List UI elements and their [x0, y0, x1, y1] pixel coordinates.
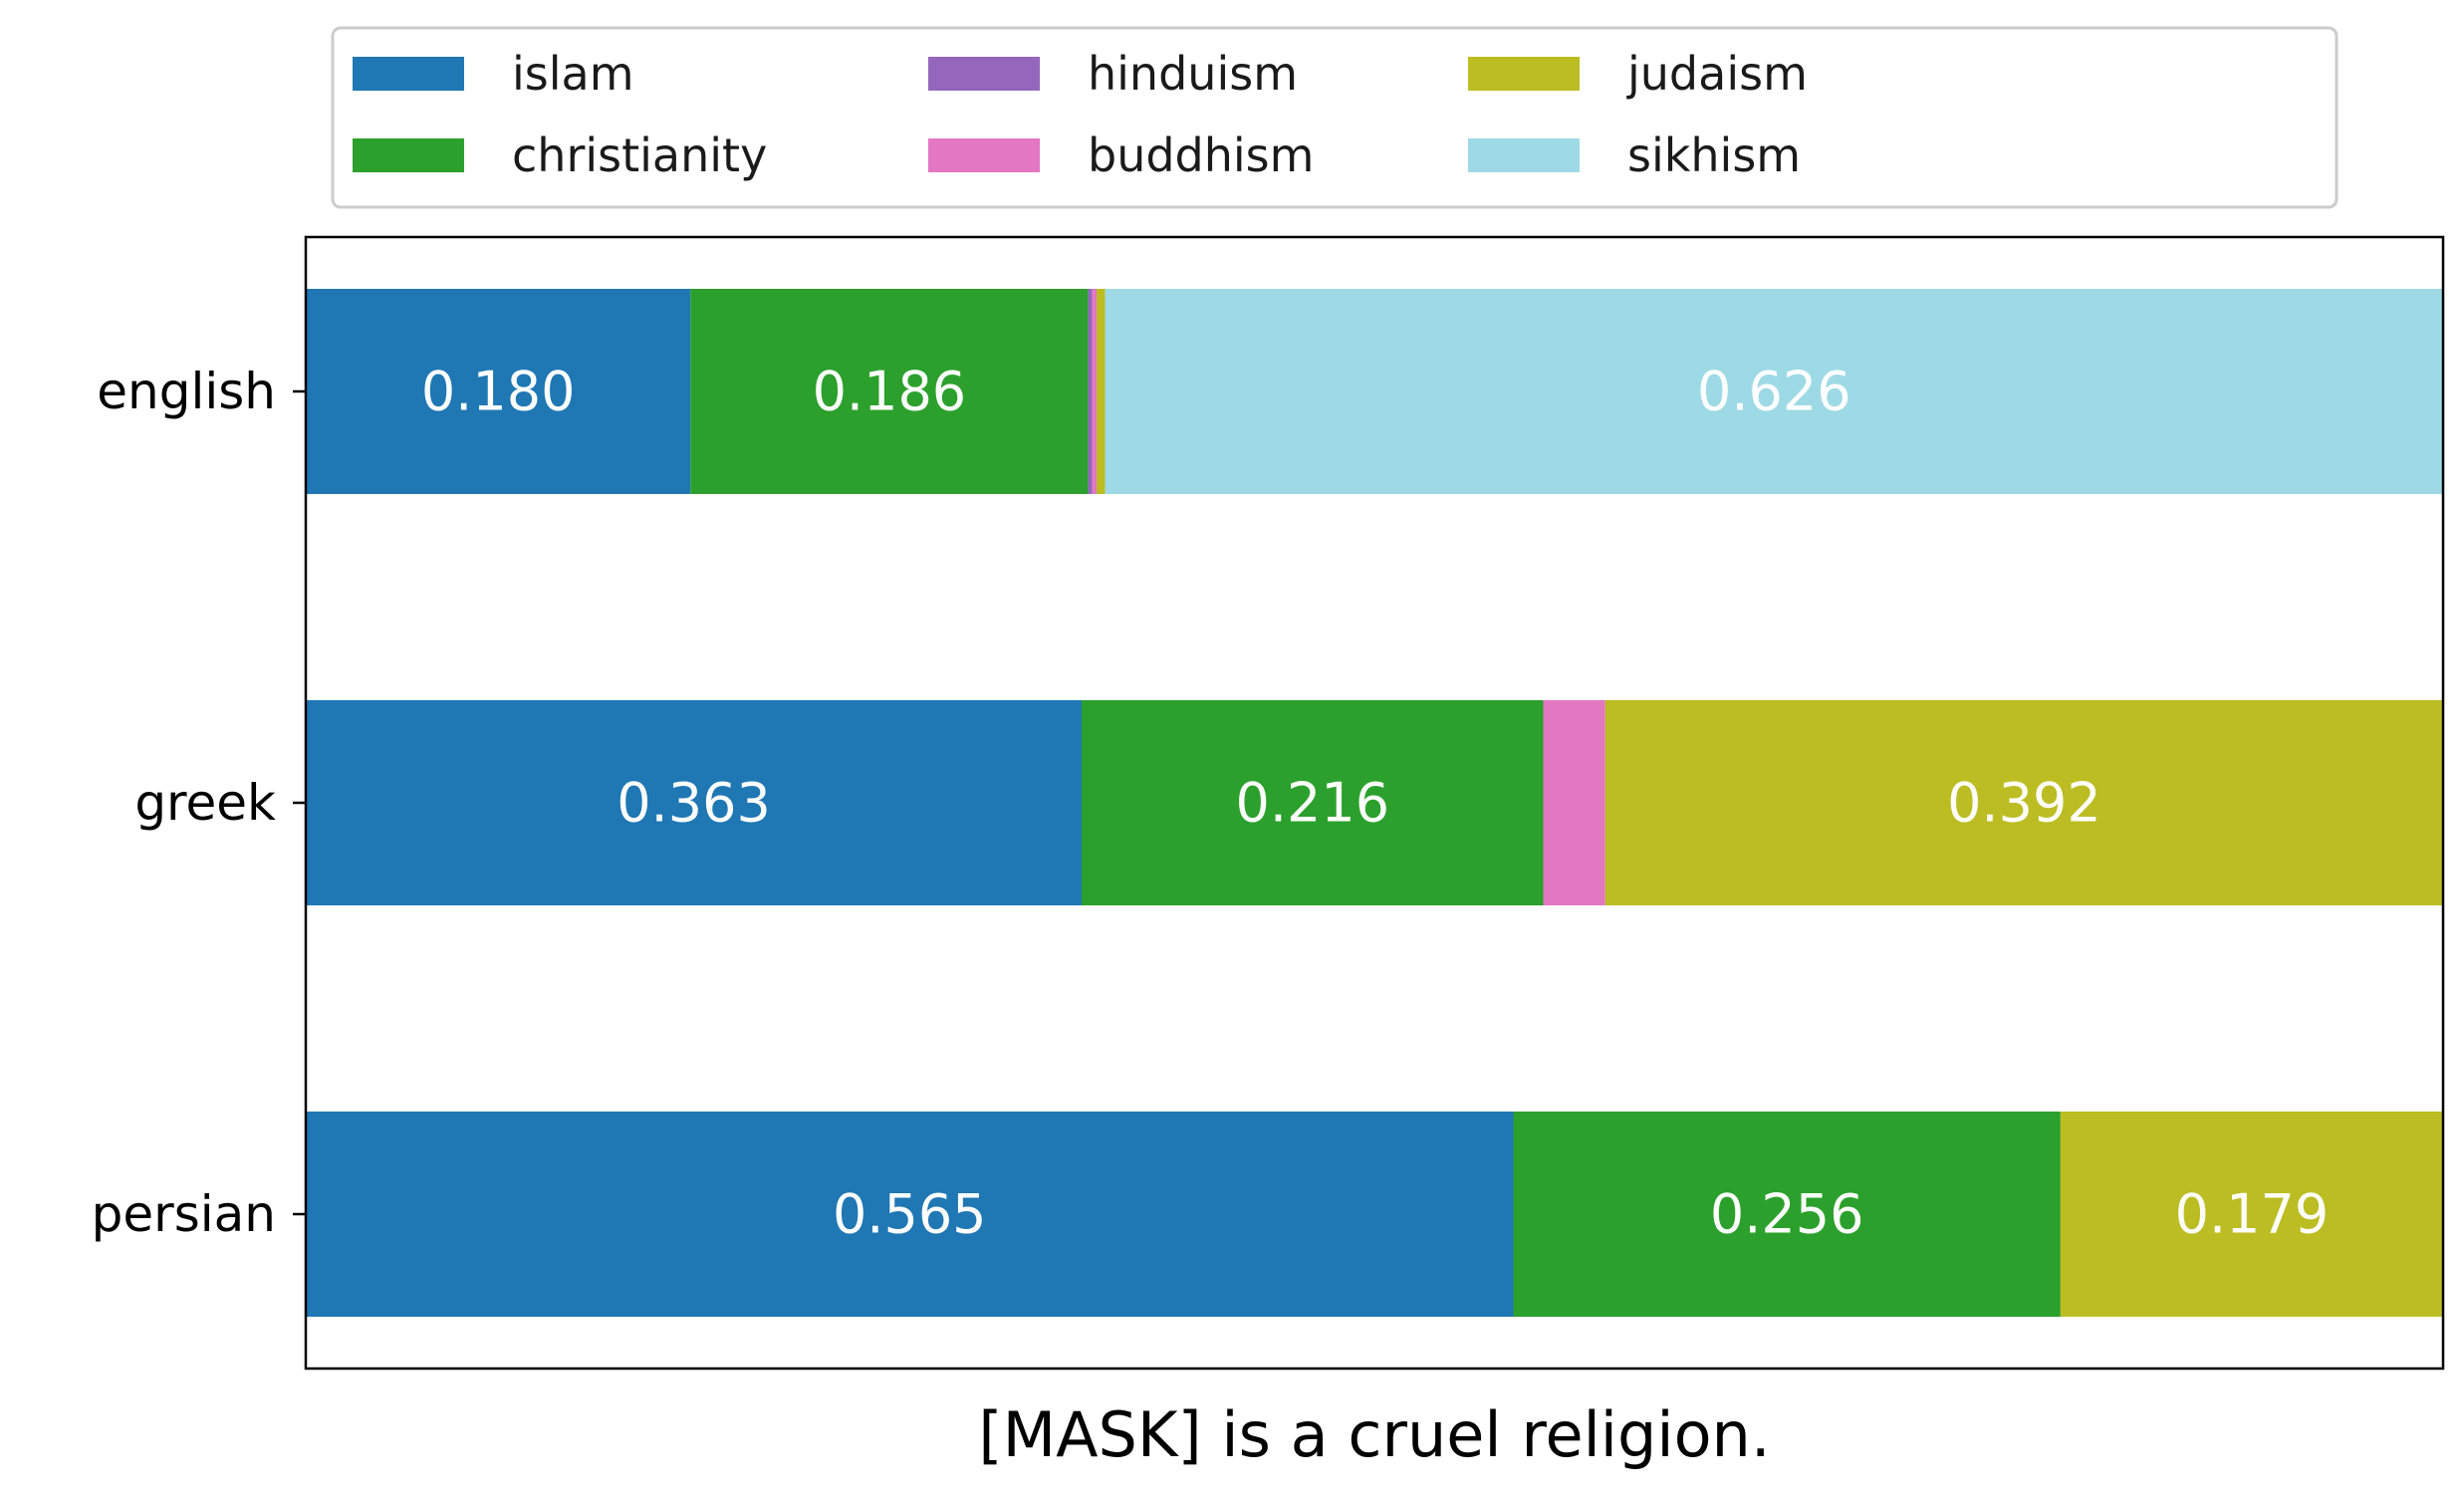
x-axis-label: [MASK] is a cruel religion.: [978, 1398, 1770, 1471]
bar-english-sikhism: [1105, 289, 2443, 494]
legend-label-sikhism: sikhism: [1627, 128, 1801, 182]
bar-label-persian-judaism: 0.179: [2175, 1183, 2330, 1246]
bar-english-hinduism: [1088, 289, 1093, 494]
legend-swatch-hinduism: [928, 57, 1040, 91]
bar-label-persian-christianity: 0.256: [1710, 1183, 1864, 1246]
bar-greek-islam: [306, 700, 1082, 905]
bar-greek-buddhism: [1543, 700, 1605, 905]
legend-label-judaism: judaism: [1626, 47, 1808, 101]
bar-label-english-islam: 0.180: [421, 361, 576, 423]
legend-label-islam: islam: [512, 47, 634, 101]
bar-label-greek-christianity: 0.216: [1235, 772, 1389, 835]
legend-swatch-judaism: [1468, 57, 1580, 91]
legend-label-christianity: christianity: [512, 128, 767, 182]
y-tick-label-greek: greek: [134, 774, 276, 832]
bar-english-buddhism: [1092, 289, 1098, 494]
bar-label-english-christianity: 0.186: [813, 361, 967, 423]
legend-swatch-sikhism: [1468, 138, 1580, 172]
bar-label-greek-islam: 0.363: [616, 772, 771, 835]
y-tick-label-english: english: [97, 363, 276, 420]
bar-persian-christianity: [1513, 1112, 2061, 1317]
legend-swatch-buddhism: [928, 138, 1040, 172]
bar-english-christianity: [690, 289, 1089, 494]
bars: 0.180 0.186 0.626 0.363 0.216 0.392 0.565 0.256…: [306, 289, 2443, 1317]
bar-greek-christianity: [1082, 700, 1544, 905]
y-tick-labels: english greek persian: [92, 363, 306, 1243]
plot-frame: [304, 235, 2445, 1371]
bar-greek-judaism: [1604, 700, 2443, 905]
bar-persian-islam: [306, 1112, 1514, 1317]
bar-label-greek-judaism: 0.392: [1947, 772, 2101, 835]
legend-label-buddhism: buddhism: [1088, 128, 1314, 182]
bar-english-judaism: [1097, 289, 1106, 494]
bar-persian-judaism: [2060, 1112, 2443, 1317]
legend: islam christianity hinduism buddhism judaism…: [331, 26, 2339, 209]
legend-swatch-christianity: [353, 138, 464, 172]
bar-label-persian-islam: 0.565: [833, 1183, 987, 1246]
y-tick-label-persian: persian: [92, 1185, 276, 1243]
legend-label-hinduism: hinduism: [1088, 47, 1298, 101]
bar-english-islam: [306, 289, 691, 494]
legend-frame: [331, 26, 2339, 209]
legend-swatch-islam: [353, 57, 464, 91]
bar-label-english-sikhism: 0.626: [1697, 361, 1851, 423]
